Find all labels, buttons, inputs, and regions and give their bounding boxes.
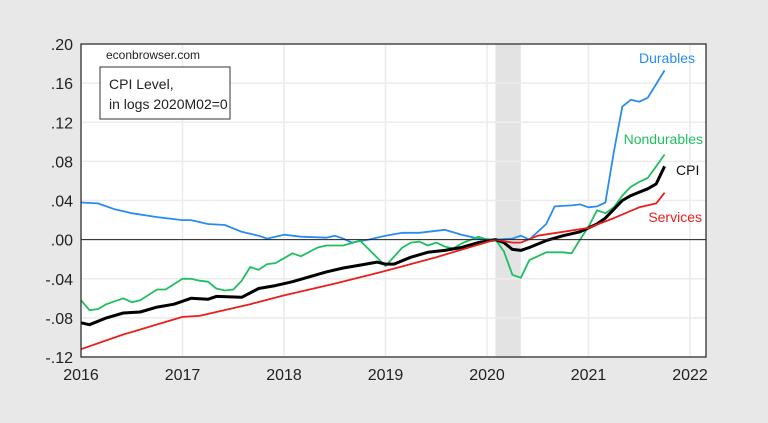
legend-label-nondurables: Nondurables [624, 131, 703, 147]
legend-label-durables: Durables [639, 50, 695, 66]
x-tick-label: 2019 [368, 367, 404, 384]
y-tick-label: .08 [51, 154, 73, 171]
y-tick-label: .04 [51, 194, 73, 211]
x-tick-label: 2020 [469, 367, 505, 384]
watermark: econbrowser.com [106, 48, 200, 62]
series-line-nondurables [80, 153, 666, 311]
y-tick-label: -.08 [45, 311, 73, 328]
annotation-line-1: CPI Level, [109, 76, 174, 92]
x-tick-label: 2022 [672, 367, 708, 384]
legend-label-cpi: CPI [676, 162, 699, 178]
x-tick-label: 2017 [165, 367, 201, 384]
x-tick-label: 2016 [63, 367, 99, 384]
annotation-line-2: in logs 2020M02=0 [109, 96, 228, 112]
y-tick-label: .12 [51, 115, 73, 132]
y-tick-label: -.04 [45, 272, 73, 289]
annotation-box [99, 66, 231, 120]
y-tick-label: .00 [51, 233, 73, 250]
y-tick-label: .20 [51, 37, 73, 54]
x-tick-label: 2018 [266, 367, 302, 384]
plot-frame [80, 43, 707, 358]
y-tick-label: .16 [51, 76, 73, 93]
series-line-durables [80, 69, 666, 244]
y-tick-label: -.12 [45, 350, 73, 367]
x-tick-label: 2021 [571, 367, 607, 384]
legend-label-services: Services [648, 209, 702, 225]
